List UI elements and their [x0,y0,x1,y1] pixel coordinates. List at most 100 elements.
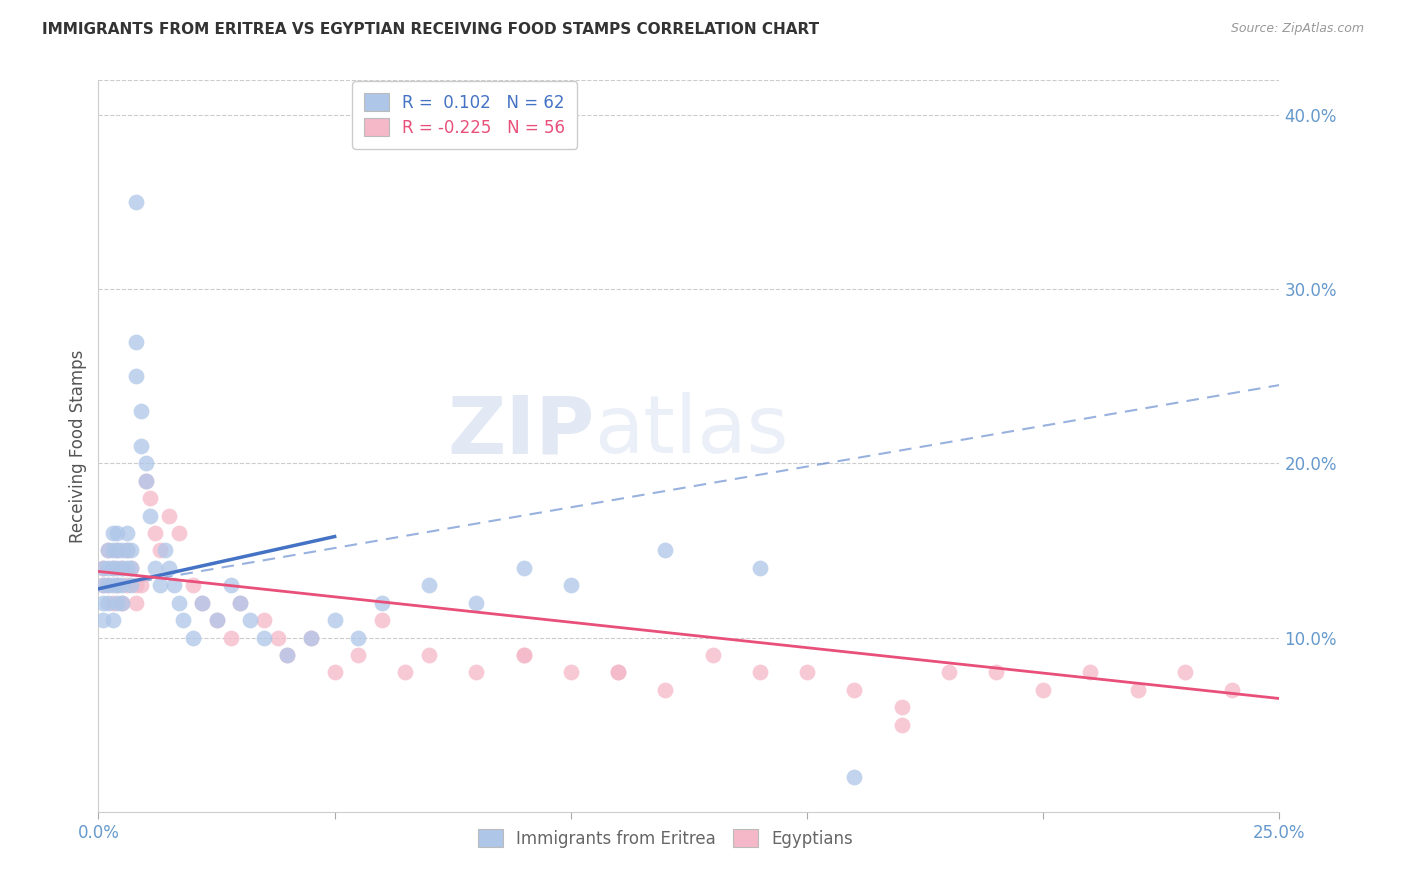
Point [139,508,162,523]
Point [115,526,138,541]
Point [323,613,346,627]
Point [607,665,630,680]
Point [125,596,148,610]
Point [512,648,534,662]
Point [157,508,180,523]
Point [181,631,204,645]
Point [181,578,204,592]
Point [97,543,120,558]
Legend: Immigrants from Eritrea, Egyptians: Immigrants from Eritrea, Egyptians [471,822,859,855]
Point [844,770,866,784]
Point [121,578,143,592]
Point [1080,665,1102,680]
Point [135,474,157,488]
Point [323,665,346,680]
Point [748,561,770,575]
Point [111,596,134,610]
Point [105,578,128,592]
Point [229,596,252,610]
Point [105,561,128,575]
Point [654,543,676,558]
Point [101,561,124,575]
Point [97,578,120,592]
Point [1174,665,1197,680]
Point [101,578,124,592]
Point [105,526,128,541]
Point [121,561,143,575]
Point [111,578,134,592]
Point [157,561,180,575]
Point [111,596,134,610]
Point [560,665,582,680]
Point [121,561,143,575]
Point [512,648,534,662]
Point [135,474,157,488]
Point [984,665,1007,680]
Point [101,596,124,610]
Point [890,717,912,731]
Point [844,682,866,697]
Point [394,665,416,680]
Point [253,631,276,645]
Point [229,596,252,610]
Point [796,665,818,680]
Point [205,613,228,627]
Point [91,613,114,627]
Point [191,596,214,610]
Point [239,613,262,627]
Point [465,665,488,680]
Point [115,561,138,575]
Point [371,613,394,627]
Point [111,561,134,575]
Point [91,561,114,575]
Point [105,578,128,592]
Point [105,543,128,558]
Point [111,543,134,558]
Point [276,648,298,662]
Point [347,631,370,645]
Point [125,334,148,349]
Point [890,700,912,714]
Point [299,631,322,645]
Point [371,596,394,610]
Point [149,543,172,558]
Point [219,578,242,592]
Point [105,543,128,558]
Point [115,543,138,558]
Text: Source: ZipAtlas.com: Source: ZipAtlas.com [1230,22,1364,36]
Point [205,613,228,627]
Point [111,561,134,575]
Point [97,543,120,558]
Point [253,613,276,627]
Point [115,578,138,592]
Point [129,439,152,453]
Point [418,578,440,592]
Point [97,561,120,575]
Point [299,631,322,645]
Point [465,596,488,610]
Point [702,648,724,662]
Point [125,578,148,592]
Point [139,491,162,506]
Text: IMMIGRANTS FROM ERITREA VS EGYPTIAN RECEIVING FOOD STAMPS CORRELATION CHART: IMMIGRANTS FROM ERITREA VS EGYPTIAN RECE… [42,22,820,37]
Point [267,631,290,645]
Point [1220,682,1243,697]
Point [115,543,138,558]
Point [101,526,124,541]
Point [129,578,152,592]
Point [163,578,186,592]
Point [347,648,370,662]
Point [654,682,676,697]
Point [135,457,157,471]
Point [91,578,114,592]
Point [191,596,214,610]
Point [748,665,770,680]
Point [149,578,172,592]
Point [276,648,298,662]
Point [91,578,114,592]
Point [97,596,120,610]
Point [153,543,176,558]
Point [101,543,124,558]
Text: ZIP: ZIP [447,392,595,470]
Point [219,631,242,645]
